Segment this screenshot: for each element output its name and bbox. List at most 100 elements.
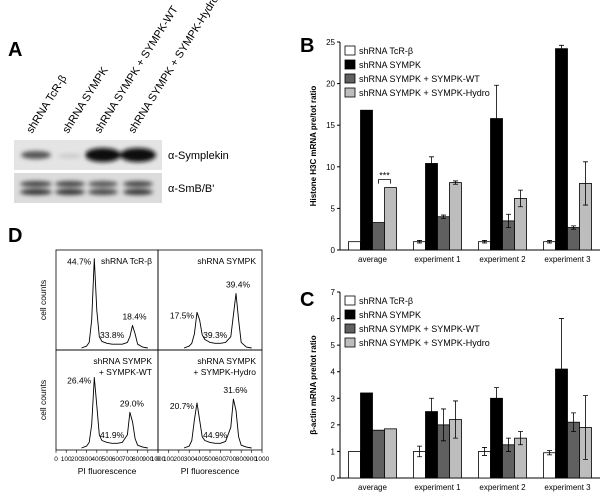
band (20, 189, 52, 195)
y-tick-label: 15 (326, 121, 335, 130)
x-tick-label: average (358, 483, 387, 492)
sample-label: shRNA TcR-β (101, 256, 152, 266)
legend-label: shRNA TcR-β (359, 296, 413, 306)
legend-label: shRNA SYMPK + SYMPK-Hydro (359, 88, 490, 98)
x-tick-label: 0 (156, 456, 160, 463)
x-tick-label: 500 (102, 456, 113, 463)
x-tick-label: experiment 3 (544, 483, 591, 492)
band (20, 181, 52, 187)
error-bar (417, 240, 422, 244)
legend-swatch (344, 337, 356, 348)
percent-label: 44.9% (203, 430, 228, 440)
bar (543, 452, 556, 479)
legend-swatch (344, 59, 356, 70)
legend-label: shRNA TcR-β (359, 46, 413, 56)
error-bar (583, 395, 588, 460)
y-tick-label: 10 (326, 163, 335, 172)
x-tick-label: 900 (246, 456, 257, 463)
error-bar (494, 84, 499, 153)
legend-swatch (344, 295, 356, 306)
x-tick-label: experiment 2 (479, 255, 526, 264)
error-bar (547, 450, 552, 456)
x-tick-label: 100 (163, 456, 174, 463)
bar (490, 397, 503, 479)
significance-bracket (378, 179, 391, 184)
x-tick-label: 800 (132, 456, 143, 463)
x-tick-label: 400 (194, 456, 205, 463)
significance-label: *** (379, 171, 390, 181)
error-bar (429, 156, 434, 171)
legend-label: shRNA SYMPK + SYMPK-Hydro (359, 338, 490, 348)
bar (384, 428, 397, 479)
percent-label: 18.4% (122, 311, 147, 321)
x-tick-label: 300 (81, 456, 92, 463)
x-tick-label: 200 (173, 456, 184, 463)
percent-label: 33.8% (100, 330, 125, 340)
y-axis-title: cell counts (38, 280, 48, 320)
bar (437, 216, 450, 251)
legend-label: shRNA SYMPK (359, 60, 421, 70)
sample-label: + SYMPK-WT (99, 367, 152, 377)
band (58, 154, 82, 158)
bar (425, 163, 438, 251)
x-tick-label: 200 (71, 456, 82, 463)
x-tick-label: 1000 (151, 456, 166, 463)
error-bar (441, 214, 446, 219)
x-tick-label: experiment 2 (479, 483, 526, 492)
row-label: α-Symplekin (168, 150, 229, 162)
percent-label: 39.4% (226, 279, 251, 289)
y-tick-label: 4 (331, 368, 336, 377)
legend-swatch (344, 87, 356, 98)
y-axis-title: β-actin mRNA pre/tot ratio (309, 335, 318, 434)
x-tick-label: 0 (54, 456, 58, 463)
histogram-curve (183, 293, 252, 349)
error-bar (453, 180, 458, 185)
error-bar (417, 445, 422, 458)
error-bar (518, 431, 523, 446)
y-tick-label: 0 (331, 246, 336, 255)
blot-strip (14, 173, 162, 203)
bar (567, 227, 580, 251)
error-bar (518, 189, 523, 208)
y-tick-label: 5 (331, 204, 336, 213)
panel-label: B (300, 35, 314, 57)
band (120, 148, 156, 162)
sample-label: + SYMPK-Hydro (193, 367, 256, 377)
x-tick-label: 1000 (255, 456, 270, 463)
legend-swatch (344, 73, 356, 84)
bar (360, 109, 373, 251)
band (85, 148, 121, 162)
x-tick-label: 700 (225, 456, 236, 463)
x-tick-label: 600 (112, 456, 123, 463)
error-bar (547, 240, 552, 244)
y-tick-label: 2 (331, 421, 336, 430)
sample-label: shRNA SYMPK (197, 256, 256, 266)
y-tick-label: 1 (331, 447, 336, 456)
error-bar (559, 44, 564, 53)
y-tick-label: 0 (331, 474, 336, 483)
error-bar (441, 408, 446, 442)
panel-label: D (8, 225, 22, 247)
x-tick-label: 400 (91, 456, 102, 463)
band (21, 151, 51, 159)
percent-label: 26.4% (67, 376, 92, 386)
percent-label: 39.3% (203, 330, 228, 340)
y-tick-label: 20 (326, 80, 335, 89)
x-tick-label: 900 (142, 456, 153, 463)
bar (372, 222, 385, 251)
percent-label: 17.5% (170, 310, 195, 320)
bar (555, 48, 568, 251)
histogram-curve (81, 377, 148, 449)
error-bar (506, 213, 511, 228)
bar (348, 241, 361, 251)
percent-label: 20.7% (170, 401, 195, 411)
error-bar (482, 240, 487, 244)
x-tick-label: experiment 3 (544, 255, 591, 264)
bar (449, 182, 462, 251)
band (123, 189, 153, 195)
sample-label: shRNA SYMPK (93, 356, 152, 366)
error-bar (583, 161, 588, 206)
panel-label: A (8, 39, 22, 61)
histogram-curve (183, 398, 252, 449)
